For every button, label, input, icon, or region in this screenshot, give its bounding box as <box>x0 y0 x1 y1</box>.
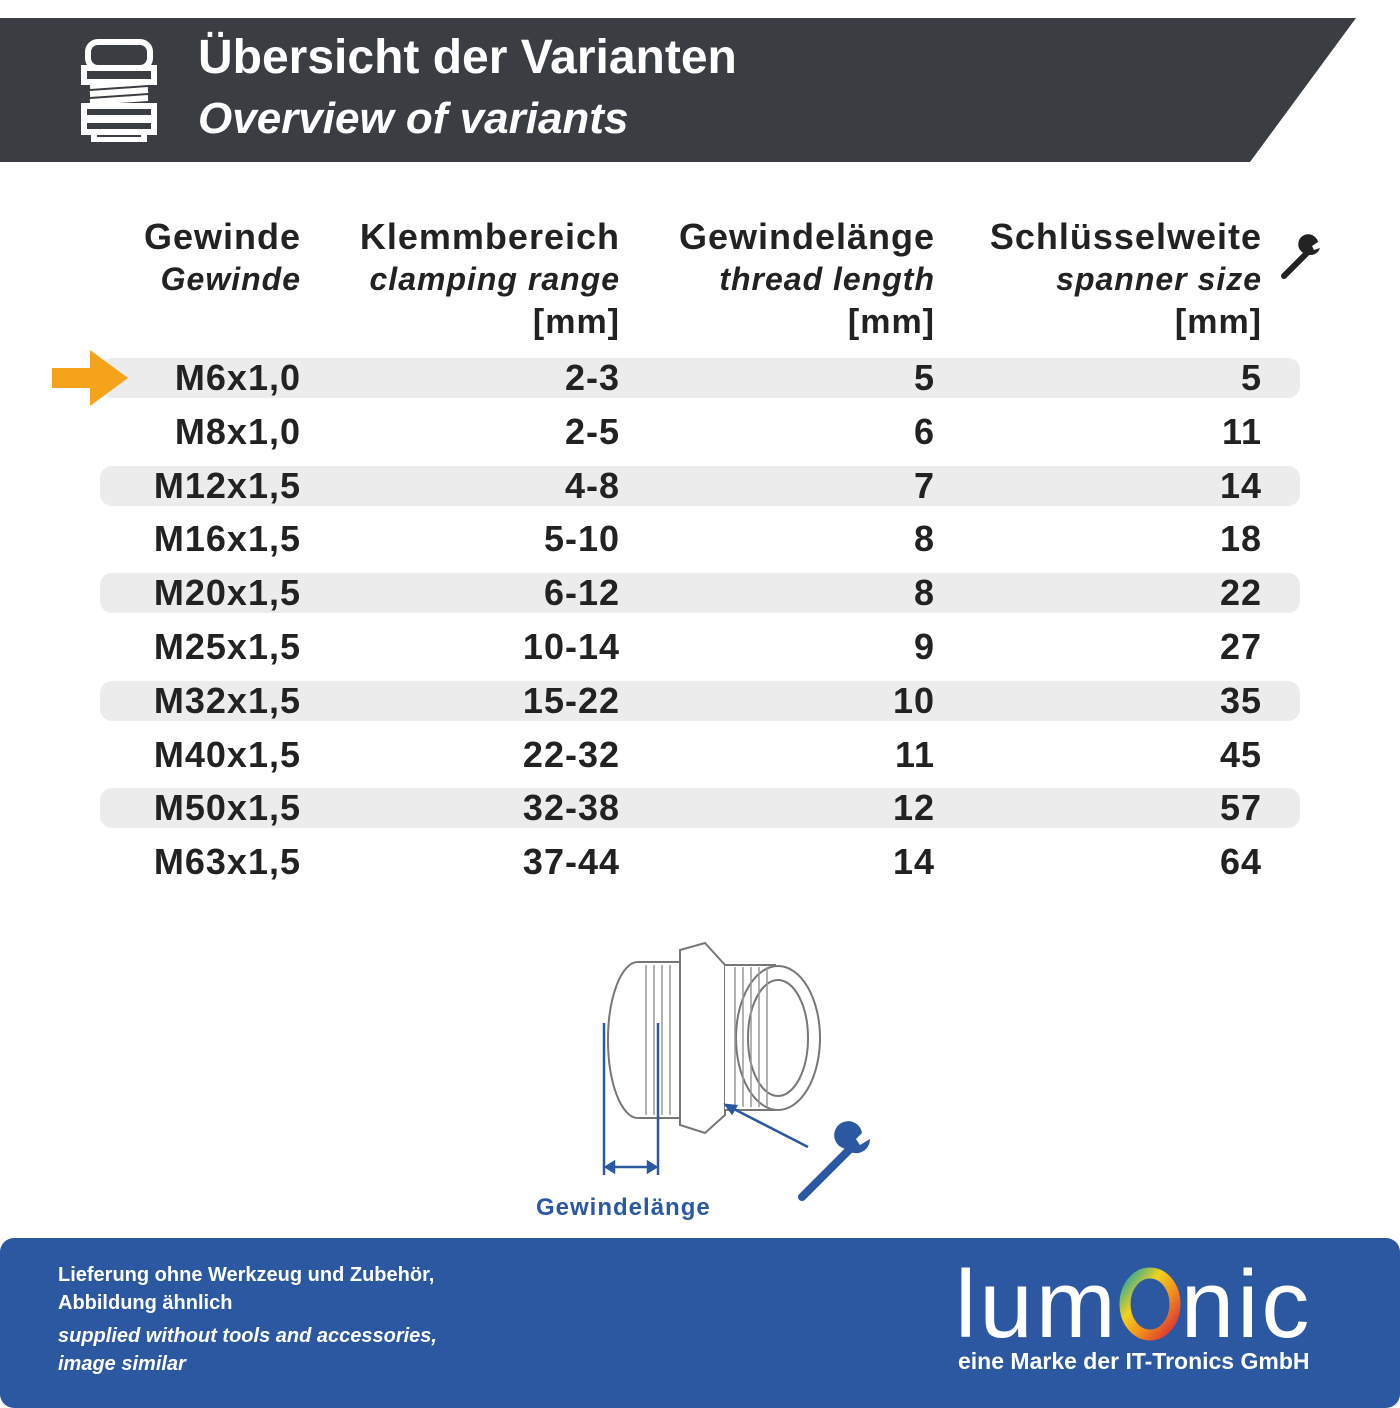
table-cell: 7 <box>913 464 935 506</box>
table-cell: 15-22 <box>522 679 620 721</box>
table-row: M32x1,5 15-22 10 35 <box>100 679 1300 721</box>
table-cell: 2-3 <box>564 357 620 398</box>
table-cell: 14 <box>1219 464 1262 506</box>
column-header-unit: [mm] <box>847 303 935 341</box>
column-header-label: Gewindelänge <box>678 216 935 257</box>
table-cell: M32x1,5 <box>153 679 301 721</box>
page-subtitle: Overview of variants <box>198 94 629 143</box>
column-header-unit: [mm] <box>532 303 620 341</box>
table-cell: M63x1,5 <box>153 841 301 883</box>
column-header: Klemmbereich clamping range [mm] <box>360 215 620 344</box>
highlight-arrow-icon <box>52 350 128 406</box>
table-cell: 22 <box>1219 572 1262 614</box>
table-cell: 45 <box>1219 733 1262 775</box>
table-cell: 32-38 <box>522 787 620 829</box>
brand-logo: lumOnic lum nic <box>955 1251 1313 1358</box>
table-cell: 11 <box>894 733 935 775</box>
brand-subtitle: eine Marke der IT-Tronics GmbH <box>958 1348 1310 1374</box>
column-header-unit: [mm] <box>1174 303 1262 341</box>
table-cell: M50x1,5 <box>153 787 301 829</box>
page-title: Übersicht der Varianten <box>198 31 737 84</box>
table-cell: 27 <box>1219 626 1262 667</box>
table-row: M25x1,5 10-14 9 27 <box>100 627 1300 667</box>
cable-gland-icon <box>81 39 157 142</box>
footer-line-1: Lieferung ohne Werkzeug und Zubehör, <box>58 1264 435 1286</box>
table-row: M20x1,5 6-12 8 22 <box>100 572 1300 614</box>
column-header-sublabel: thread length <box>719 261 935 297</box>
column-header-label: Klemmbereich <box>359 216 620 257</box>
table-cell: 5 <box>913 357 935 398</box>
fitting-diagram <box>602 941 871 1201</box>
column-header-label: Schlüsselweite <box>989 216 1262 257</box>
wrench-icon <box>1281 234 1320 279</box>
table-cell: 6-12 <box>543 572 620 614</box>
table-cell: 57 <box>1219 787 1262 829</box>
table-cell: 22-32 <box>522 733 620 775</box>
table-cell: 11 <box>1221 410 1262 452</box>
column-header-sublabel: Gewinde <box>160 261 301 297</box>
table-cell: 37-44 <box>522 841 620 883</box>
table-cell: M20x1,5 <box>153 572 301 614</box>
table-row: M8x1,0 2-5 6 11 <box>100 410 1300 452</box>
thread-length-label: Gewindelänge <box>536 1194 711 1221</box>
table-cell: 6 <box>913 410 935 452</box>
table-cell: 18 <box>1219 518 1262 560</box>
logo-ring-icon <box>1119 1267 1181 1341</box>
column-header-label: Gewinde <box>143 216 301 257</box>
table-row: M50x1,5 32-38 12 57 <box>100 787 1300 829</box>
table-cell: 10-14 <box>522 626 620 667</box>
table-cell: 10 <box>892 679 935 721</box>
table-cell: 4-8 <box>564 464 620 506</box>
column-header: Schlüsselweite spanner size [mm] <box>990 215 1262 344</box>
table-cell: 8 <box>913 518 935 560</box>
table-cell: 35 <box>1219 679 1262 721</box>
table-cell: 2-5 <box>564 410 620 452</box>
table-cell: M8x1,0 <box>174 410 301 452</box>
table-cell: M40x1,5 <box>153 733 301 775</box>
table-row: M40x1,5 22-32 11 45 <box>100 733 1300 775</box>
table-row: M16x1,5 5-10 8 18 <box>100 519 1300 559</box>
table-row: M63x1,5 37-44 14 64 <box>100 842 1300 882</box>
table-cell: 64 <box>1219 841 1262 883</box>
table-cell: 8 <box>913 572 935 614</box>
table-cell: M16x1,5 <box>153 518 301 560</box>
table-row: M12x1,5 4-8 7 14 <box>100 464 1300 506</box>
column-header-sublabel: clamping range <box>369 261 620 297</box>
table-cell: 9 <box>913 626 935 667</box>
table-cell: 14 <box>892 841 935 883</box>
table-row: M6x1,0 2-3 5 5 <box>100 358 1300 398</box>
table-cell: M12x1,5 <box>153 464 301 506</box>
header-banner <box>0 18 1356 162</box>
table-cell: M6x1,0 <box>174 357 301 398</box>
footer-line-2: Abbildung ähnlich <box>58 1292 233 1314</box>
column-header-sublabel: spanner size <box>1056 261 1262 297</box>
footer-line-3: supplied without tools and accessories, <box>58 1325 437 1347</box>
column-header: Gewinde Gewinde <box>144 215 301 301</box>
table-cell: 5 <box>1240 357 1262 398</box>
table-cell: M25x1,5 <box>153 626 301 667</box>
table-cell: 12 <box>892 787 935 829</box>
footer-line-4: image similar <box>58 1353 186 1375</box>
column-header: Gewindelänge thread length [mm] <box>679 215 935 344</box>
table-cell: 5-10 <box>543 518 620 560</box>
